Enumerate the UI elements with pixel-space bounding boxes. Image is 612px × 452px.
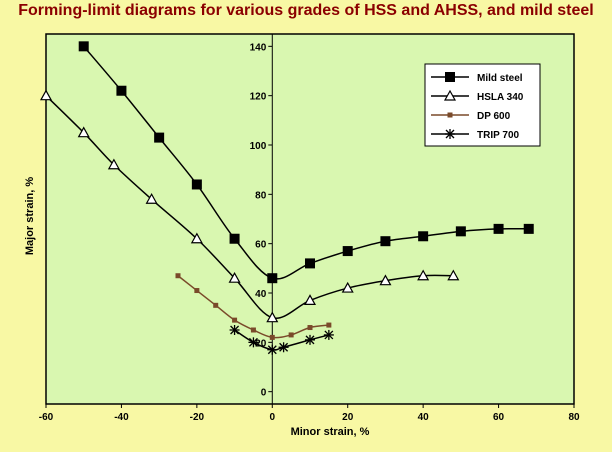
y-tick-label: 0 bbox=[261, 388, 267, 399]
series-point-1 bbox=[39, 89, 53, 101]
legend-marker-1 bbox=[443, 89, 457, 101]
x-tick-label: 40 bbox=[418, 412, 430, 423]
series-point-2 bbox=[250, 327, 256, 333]
chart-title: Forming-limit diagrams for various grade… bbox=[18, 2, 594, 19]
series-point-2 bbox=[307, 325, 313, 331]
legend-label-2: DP 600 bbox=[477, 111, 511, 122]
y-tick-label: 40 bbox=[255, 289, 267, 300]
series-point-3 bbox=[305, 334, 315, 345]
series-point-0 bbox=[191, 179, 202, 190]
series-point-1 bbox=[77, 126, 90, 138]
legend-label-1: HSLA 340 bbox=[477, 92, 524, 103]
x-tick-label: -40 bbox=[114, 412, 129, 423]
series-point-1 bbox=[447, 269, 460, 281]
series-point-1 bbox=[107, 158, 120, 170]
series-point-1 bbox=[341, 281, 354, 293]
series-point-0 bbox=[78, 41, 89, 52]
series-point-3 bbox=[267, 344, 278, 355]
series-point-0 bbox=[380, 236, 391, 247]
series-point-0 bbox=[267, 273, 278, 284]
series-point-1 bbox=[145, 193, 158, 204]
series-point-1 bbox=[417, 269, 430, 281]
series-point-3 bbox=[229, 325, 240, 335]
series-point-3 bbox=[278, 342, 289, 353]
series-point-2 bbox=[326, 322, 332, 328]
series-point-1 bbox=[228, 271, 241, 283]
x-tick-label: 80 bbox=[568, 412, 580, 423]
series-point-0 bbox=[455, 226, 466, 237]
series-point-0 bbox=[418, 231, 429, 242]
series-point-2 bbox=[175, 273, 181, 279]
series-point-0 bbox=[154, 132, 165, 143]
x-tick-label: -60 bbox=[39, 412, 54, 423]
x-tick-label: 20 bbox=[342, 412, 354, 423]
series-point-1 bbox=[190, 232, 203, 244]
series-point-0 bbox=[229, 233, 240, 244]
legend-marker-0 bbox=[445, 72, 455, 82]
legend-marker-2 bbox=[447, 112, 453, 118]
x-tick-label: -20 bbox=[190, 412, 205, 423]
series-point-0 bbox=[523, 223, 534, 234]
y-tick-label: 120 bbox=[250, 92, 267, 103]
y-tick-label: 140 bbox=[250, 42, 267, 53]
y-tick-label: 100 bbox=[250, 141, 267, 152]
legend-label-3: TRIP 700 bbox=[477, 130, 519, 141]
series-point-3 bbox=[248, 337, 259, 348]
series-point-0 bbox=[493, 223, 504, 234]
legend-label-0: Mild steel bbox=[477, 73, 523, 84]
series-point-0 bbox=[116, 85, 127, 96]
legend-marker-3 bbox=[445, 129, 455, 139]
x-tick-label: 0 bbox=[270, 412, 276, 423]
y-tick-label: 60 bbox=[255, 240, 267, 251]
series-point-2 bbox=[213, 302, 219, 308]
series-point-2 bbox=[232, 317, 238, 323]
series-point-1 bbox=[303, 294, 317, 305]
y-tick-label: 80 bbox=[255, 190, 267, 201]
series-point-1 bbox=[379, 274, 392, 286]
series-point-0 bbox=[342, 246, 353, 257]
series-point-3 bbox=[323, 329, 334, 340]
series-point-2 bbox=[269, 334, 275, 340]
y-tick-label: 20 bbox=[255, 338, 267, 349]
series-point-1 bbox=[266, 311, 279, 323]
series-point-2 bbox=[288, 332, 294, 338]
series-point-2 bbox=[194, 288, 200, 294]
x-tick-label: 60 bbox=[493, 412, 505, 423]
x-axis-label: Minor strain, % bbox=[290, 426, 370, 438]
series-point-0 bbox=[305, 258, 315, 269]
series-line-1 bbox=[45, 95, 454, 319]
